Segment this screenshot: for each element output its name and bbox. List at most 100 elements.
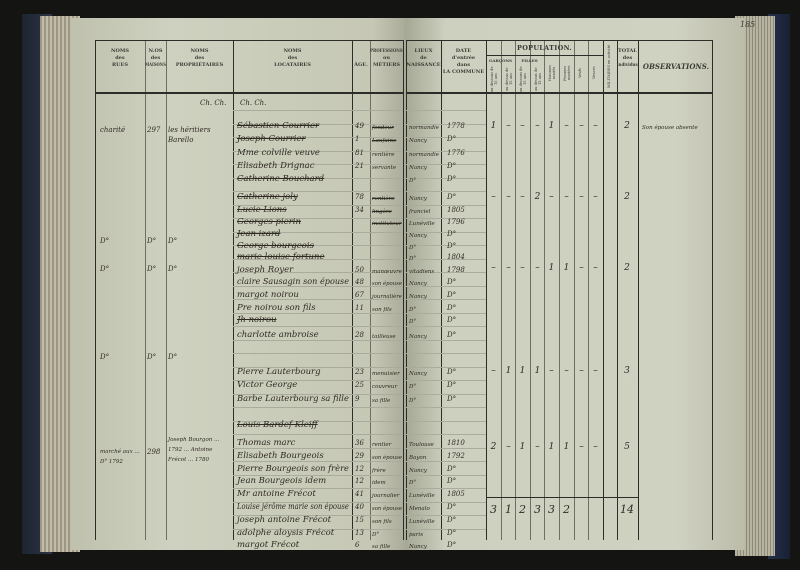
birthplace: Bayon — [409, 455, 427, 462]
entry-date: D° — [447, 303, 457, 312]
entry-date: D° — [447, 134, 457, 143]
ruled-line — [406, 326, 486, 327]
ruled-line — [406, 191, 486, 192]
tenant-name: Georges pierin — [237, 217, 301, 228]
ruled-line — [233, 258, 403, 260]
population-count: 1 — [519, 442, 526, 452]
population-count: 1 — [505, 366, 512, 376]
tenant-name: Pre noirou son fils — [237, 302, 316, 313]
ruled-line — [406, 474, 486, 476]
birthplace: Nancy — [409, 294, 427, 301]
header-lieux-line: NAISSANCE — [406, 62, 441, 68]
population-count: – — [535, 263, 540, 273]
header-total: TOTAL des individus — [617, 48, 638, 69]
ruled-line — [233, 177, 403, 179]
tenant-name: Sébastien Courrier — [237, 121, 320, 132]
observation-note: Son épouse absente — [642, 125, 698, 131]
column-rule — [574, 40, 575, 540]
household-total: 5 — [624, 442, 630, 452]
household-total: 2 — [624, 121, 630, 131]
birthplace: Nancy — [409, 232, 427, 239]
header-proprietaires-line: des — [194, 55, 205, 61]
column-rule — [233, 40, 234, 540]
birthplace: D° — [409, 177, 417, 184]
birthplace: D° — [409, 306, 417, 313]
header-locataires-line: LOCATAIRES — [274, 62, 311, 68]
owner-name: D° — [168, 237, 178, 245]
birthplace: Nancy — [409, 165, 427, 172]
tenant-profession: rentier — [372, 442, 392, 449]
tenant-age: 9 — [355, 394, 360, 403]
population-count: – — [491, 192, 496, 202]
birthplace: D° — [409, 384, 417, 391]
tenant-age: 1 — [355, 134, 360, 143]
ruled-line — [233, 461, 403, 462]
ruled-line — [406, 312, 486, 314]
ruled-line — [233, 312, 403, 314]
header-maisons-line: N.os — [148, 48, 163, 54]
ruled-line — [233, 488, 403, 489]
header-locataires-line: NOMS — [283, 48, 302, 54]
header-proprietaires-line: NOMS — [190, 48, 209, 54]
birthplace: Nancy — [409, 281, 427, 288]
tenant-name: Mr antoine Frécot — [237, 488, 316, 499]
header-bottom-rule — [95, 92, 403, 94]
birthplace: Menalo — [409, 506, 430, 513]
header-locataires: NOMS des LOCATAIRES — [233, 48, 352, 69]
tenant-profession: son fils — [372, 519, 392, 526]
tenant-age: 41 — [355, 489, 364, 498]
header-proprietaires: NOMS des PROPRIÉTAIRES — [166, 48, 233, 69]
column-total: 2 — [519, 503, 526, 516]
population-count: – — [579, 192, 584, 202]
entry-date: D° — [447, 316, 457, 325]
ruled-line — [406, 380, 486, 381]
ruled-line — [406, 110, 486, 111]
population-count: 1 — [490, 121, 497, 131]
ruled-line — [406, 501, 486, 503]
header-maisons-line: MAISONS — [145, 62, 166, 68]
street-name: marché aux ... D° 1792 — [100, 449, 140, 465]
tenant-profession: lingère — [372, 208, 392, 215]
totals-rule — [486, 497, 638, 498]
tenant-name: Jean izard — [237, 228, 281, 239]
population-count: 1 — [519, 366, 526, 376]
header-date-line: dans — [456, 62, 471, 68]
tenant-name: Joseph Courrier — [237, 133, 306, 144]
tenant-name: marie louise fortune — [237, 252, 325, 263]
entry-date: D° — [447, 394, 457, 403]
tenant-name: Pierre Bourgeois son frère — [237, 463, 349, 474]
entry-date: D° — [447, 516, 457, 525]
entry-date: 1798 — [447, 265, 465, 274]
ruled-line — [233, 474, 403, 476]
entry-date: D° — [447, 330, 457, 339]
header-subcol: au dessous de 15 ans — [519, 66, 527, 92]
ruled-line — [233, 164, 403, 165]
header-rues-line: NOMS — [110, 48, 130, 54]
tenant-profession: sa fille — [372, 544, 391, 551]
ruled-line — [406, 339, 486, 341]
tenant-age: 36 — [355, 439, 364, 448]
birthplace: D° — [409, 480, 417, 487]
ruled-line — [233, 123, 403, 125]
ruled-line — [233, 339, 403, 341]
ruled-line — [233, 501, 403, 503]
population-count: 1 — [534, 366, 541, 376]
population-count: – — [549, 192, 554, 202]
entry-date: 1805 — [447, 205, 465, 214]
ruled-line — [406, 231, 486, 233]
population-count: 2 — [490, 442, 497, 452]
tenant-age: 12 — [355, 477, 364, 486]
column-rule — [166, 40, 167, 540]
tenant-profession: idem — [372, 480, 386, 487]
tenant-name: Jean Bourgeois idem — [237, 476, 327, 487]
ruled-line — [406, 515, 486, 516]
ditto-locataires: Ch. Ch. — [240, 99, 267, 107]
birthplace: Nancy — [409, 544, 427, 551]
column-rule — [588, 40, 589, 540]
ruled-line — [406, 245, 486, 246]
street-name: D° — [100, 237, 110, 245]
tenant-profession: son épouse — [372, 455, 402, 462]
tenant-profession: rentière — [372, 152, 395, 159]
header-rues-line: des — [115, 55, 125, 61]
birthplace: D° — [409, 244, 417, 251]
